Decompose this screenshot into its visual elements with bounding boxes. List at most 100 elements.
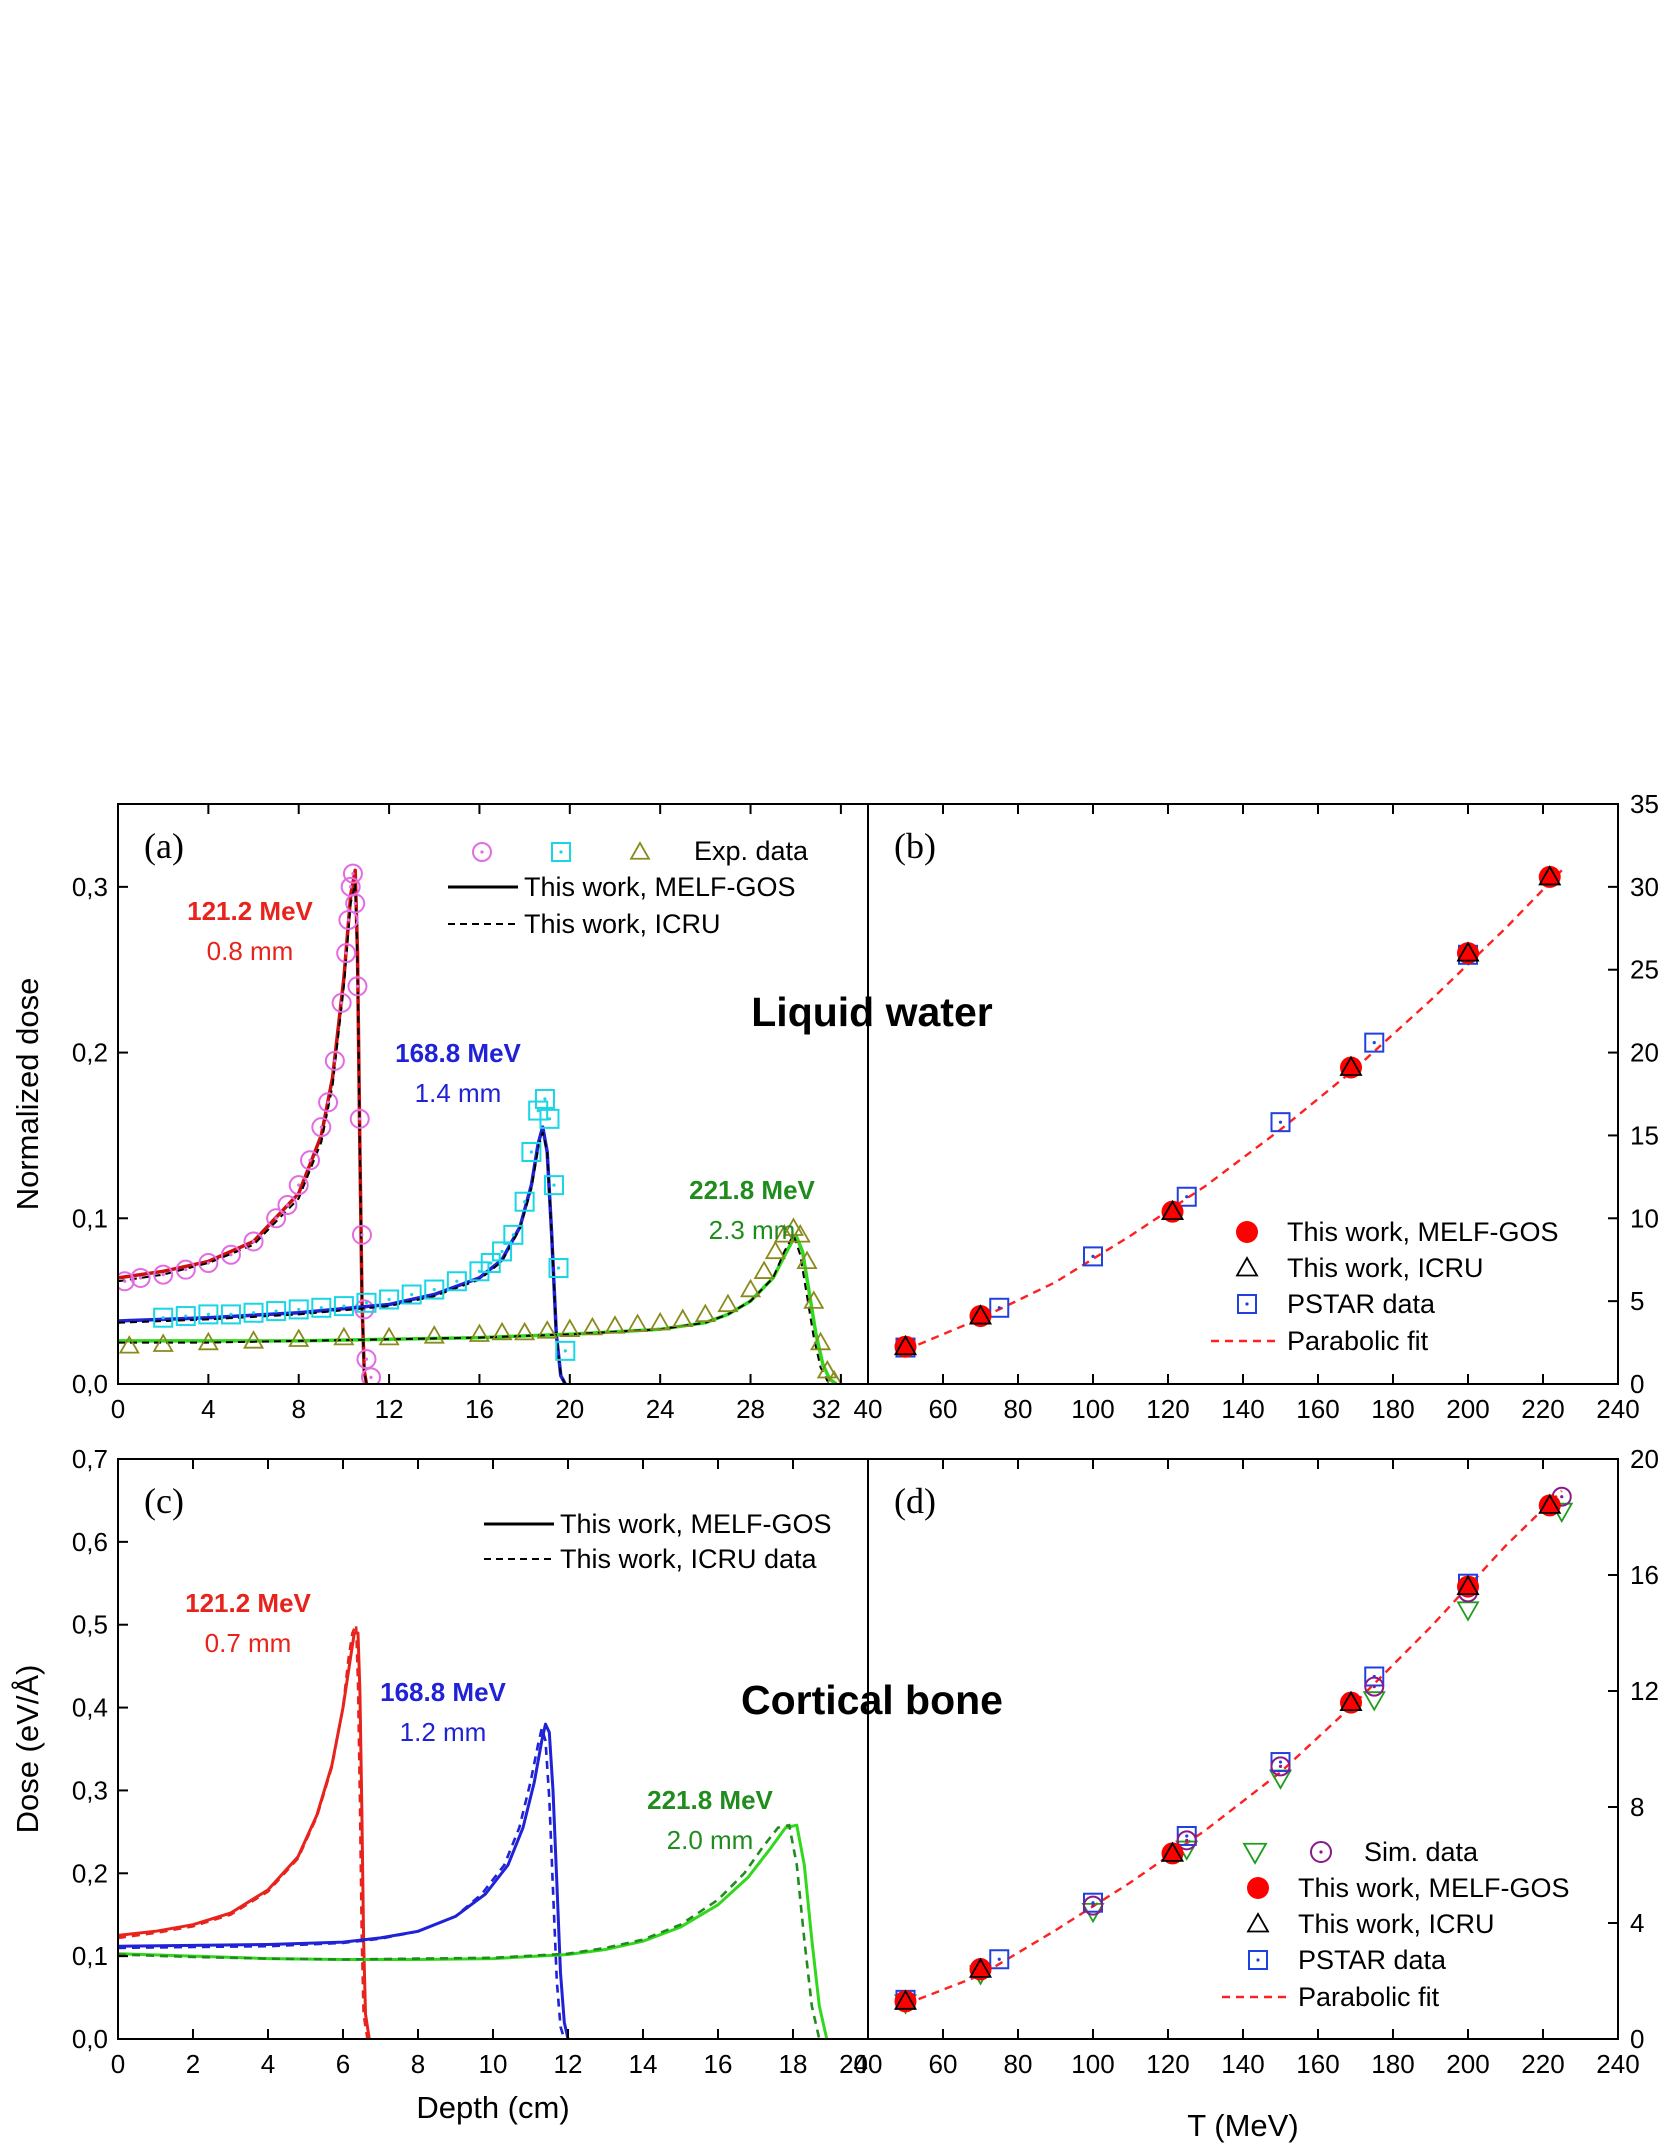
exp-data-point xyxy=(266,1208,287,1229)
exp-data-point xyxy=(198,1253,219,1274)
range-label: 2.3 mm xyxy=(709,1215,796,1245)
legend-label: Sim. data xyxy=(1364,1837,1479,1867)
exp-data-point xyxy=(694,1303,716,1323)
exp-data-point xyxy=(338,910,359,930)
x-tick-label: 140 xyxy=(1221,1394,1264,1424)
exp-data-point xyxy=(356,1292,377,1313)
exp-data-point xyxy=(539,1108,560,1129)
panel-a-plot xyxy=(118,863,843,1384)
legend-sim-circle-dot xyxy=(1319,1850,1323,1854)
exp-data-point xyxy=(536,1320,558,1339)
pstar-point xyxy=(1270,1112,1291,1133)
legend-melf-marker xyxy=(1236,1221,1258,1243)
exp-data-point xyxy=(491,1321,513,1341)
legend-icru-marker xyxy=(1235,1256,1259,1277)
exp-data-point xyxy=(130,1267,151,1288)
sim-triangle-point xyxy=(1362,1691,1386,1712)
exp-data-point-dot xyxy=(410,1292,414,1297)
legend-label: Parabolic fit xyxy=(1287,1326,1429,1356)
y-tick-label: 0,0 xyxy=(72,2024,108,2054)
legend-label: PSTAR data xyxy=(1287,1289,1436,1319)
panel-label: (c) xyxy=(144,1481,184,1521)
exp-data-point-dot xyxy=(349,885,353,889)
exp-data-point-dot xyxy=(138,1276,143,1280)
exp-data-point-dot xyxy=(274,1216,278,1220)
exp-data-point xyxy=(266,1301,287,1322)
exp-data-point-dot xyxy=(455,1279,459,1283)
exp-data-point-dot xyxy=(355,984,360,988)
x-tick-label: 200 xyxy=(1446,2049,1489,2079)
exp-data-point xyxy=(198,1304,219,1325)
range-label: 1.4 mm xyxy=(415,1078,502,1108)
exp-data-point-dot xyxy=(529,1150,534,1154)
legend-label: PSTAR data xyxy=(1298,1945,1447,1975)
energy-label: 221.8 MeV xyxy=(689,1175,815,1205)
icru-point xyxy=(1456,941,1480,962)
exp-data-point xyxy=(581,1316,603,1336)
x-tick-label: 8 xyxy=(291,1394,305,1424)
pstar-point-dot xyxy=(1091,1901,1095,1905)
x-tick-label: 220 xyxy=(1521,2049,1564,2079)
y-tick-label: 0,7 xyxy=(72,1444,108,1474)
y-tick-label: 0,5 xyxy=(72,1610,108,1640)
range-label: 0.7 mm xyxy=(205,1628,292,1658)
sim-circle-point-dot xyxy=(1278,1764,1283,1768)
exp-data-point-dot xyxy=(344,951,348,955)
exp-data-point xyxy=(220,1304,241,1325)
x-tick-label: 240 xyxy=(1596,1394,1639,1424)
y-axis-label: Dose (eV/Å) xyxy=(10,1665,45,1834)
exp-data-point-dot xyxy=(360,1233,364,1237)
exp-data-point-dot xyxy=(340,1001,344,1005)
legend-label: This work, ICRU xyxy=(1298,1909,1495,1939)
y-axis-label: Normalized dose xyxy=(10,978,45,1211)
x-tick-label: 10 xyxy=(479,2049,508,2079)
exp-data-point xyxy=(401,1284,422,1305)
icru-curve xyxy=(118,1131,567,1384)
pstar-point-dot xyxy=(997,1306,1001,1310)
exp-data-point xyxy=(277,1195,298,1216)
exp-data-point xyxy=(220,1244,241,1265)
exp-data-point xyxy=(480,1253,501,1274)
exp-data-point-dot xyxy=(342,1304,346,1308)
x-tick-label: 140 xyxy=(1221,2049,1264,2079)
sim-circle-point xyxy=(1083,1895,1103,1916)
melf-gos-point xyxy=(969,1305,992,1328)
melf-gos-point xyxy=(1340,1691,1362,1714)
icru-point xyxy=(968,1304,993,1325)
exp-data-point-dot xyxy=(563,1349,567,1353)
y-tick-label: 0,4 xyxy=(72,1693,108,1723)
y-tick-label: 12 xyxy=(1630,1676,1659,1706)
range-label: 1.2 mm xyxy=(400,1717,487,1747)
legend-label: This work, MELF-GOS xyxy=(1287,1217,1559,1247)
exp-data-point xyxy=(739,1278,762,1298)
exp-data-point xyxy=(153,1307,174,1328)
exp-data-point-dot xyxy=(161,1273,165,1277)
legend-label: This work, ICRU xyxy=(1287,1253,1484,1283)
exp-data-point-dot xyxy=(333,1059,337,1063)
sim-circle-point-dot xyxy=(1091,1904,1095,1908)
x-axis-label: T (MeV) xyxy=(1187,2108,1298,2143)
exp-data-point-dot xyxy=(251,1239,256,1244)
legend-exp-marker xyxy=(551,842,571,862)
exp-data-point xyxy=(514,1191,535,1212)
x-tick-label: 180 xyxy=(1371,2049,1414,2079)
legend-sim-circle xyxy=(1310,1841,1332,1863)
y-tick-label: 20 xyxy=(1630,1038,1659,1068)
exp-data-point xyxy=(242,1330,265,1349)
sim-circle-point xyxy=(1270,1756,1291,1777)
panel-a: 0 4 8 12 16 20 24 28 32 0,0 0,1 0,2 0,3 (a)121.2 MeV 0… xyxy=(10,803,869,1424)
energy-label: 121.2 MeV xyxy=(185,1588,311,1618)
exp-data-point xyxy=(379,1289,400,1310)
exp-data-point-dot xyxy=(556,1266,561,1270)
x-tick-label: 220 xyxy=(1521,1394,1564,1424)
x-axis-label: Depth (cm) xyxy=(416,2090,569,2125)
legend-pstar-marker xyxy=(1248,1950,1268,1970)
exp-data-point xyxy=(753,1260,775,1279)
icru-point xyxy=(1538,865,1562,886)
exp-data-point-dot xyxy=(536,1108,540,1113)
x-tick-label: 100 xyxy=(1071,2049,1114,2079)
exp-data-point xyxy=(318,1092,339,1113)
x-tick-label: 16 xyxy=(465,1394,494,1424)
exp-data-point xyxy=(311,1117,332,1138)
